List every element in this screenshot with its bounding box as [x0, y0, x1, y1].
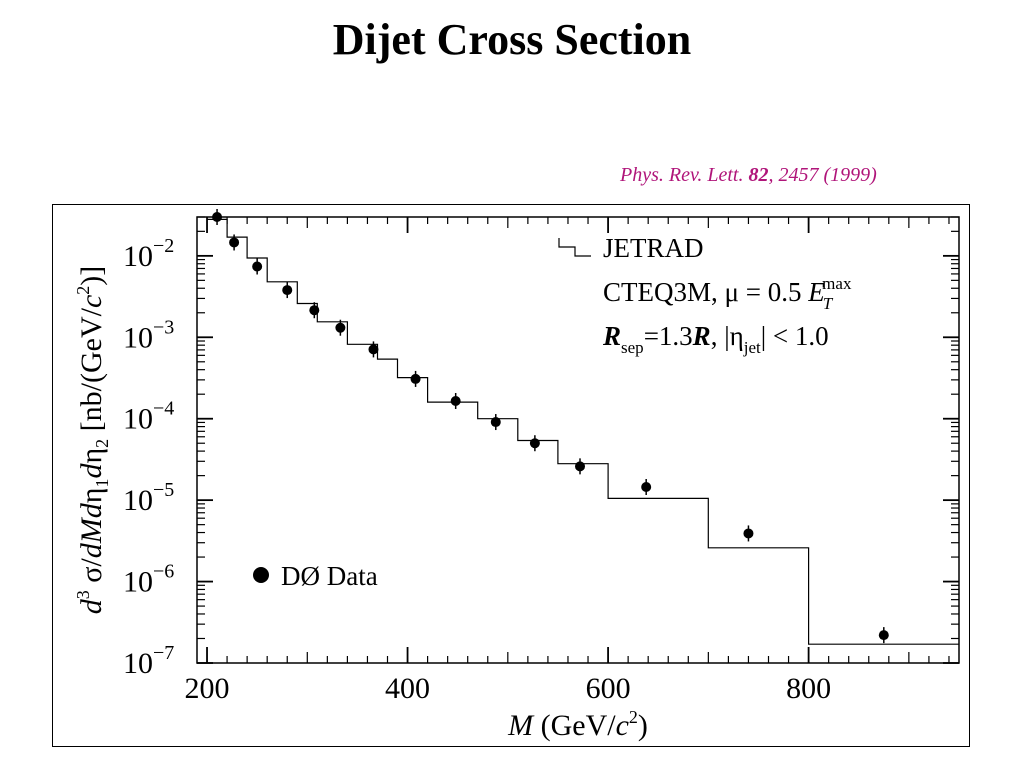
data-point — [335, 322, 346, 333]
data-point — [309, 305, 320, 316]
data-point — [368, 344, 379, 355]
data-point — [450, 396, 461, 407]
x-tick-label: 200 — [185, 672, 230, 705]
data-point — [282, 285, 293, 296]
data-point — [410, 373, 421, 384]
y-tick-label: 10−3 — [123, 316, 174, 354]
legend-jetrad-marker — [558, 238, 591, 257]
x-tick-label: 400 — [385, 672, 430, 705]
y-tick-label: 10−6 — [123, 561, 174, 599]
x-tick-label: 800 — [786, 672, 831, 705]
rsep-annotation: Rsep=1.3R, |ηjet| < 1.0 — [602, 321, 829, 357]
x-axis-label: M (GeV/c2) — [507, 707, 648, 742]
y-tick-label: 10−5 — [123, 479, 174, 517]
x-axis-tick-labels: 200 400 600 800 — [185, 672, 832, 705]
citation-pages-year: , 2457 (1999) — [768, 164, 877, 186]
x-tick-label: 600 — [586, 672, 631, 705]
data-point — [229, 237, 240, 248]
legend-jetrad-label: JETRAD — [603, 233, 704, 263]
dijet-cross-section-chart: 10−2 10−3 10−4 10−5 10−6 10−7 200 400 600 800 JE… — [73, 209, 960, 742]
data-point — [575, 461, 586, 472]
y-tick-label: 10−2 — [123, 235, 174, 273]
data-point — [490, 417, 501, 428]
data-point — [641, 482, 652, 493]
chart-frame: 10−2 10−3 10−4 10−5 10−6 10−7 200 400 600 800 JE… — [52, 204, 970, 747]
legend-data-marker — [253, 567, 269, 583]
pdf-annotation: CTEQ3M, μ = 0.5 ETmax — [603, 274, 852, 313]
data-point — [212, 212, 223, 222]
citation-journal: Phys. Rev. Lett. — [620, 164, 744, 186]
data-point — [743, 528, 754, 539]
y-tick-label: 10−7 — [123, 642, 174, 680]
y-axis-ticks — [197, 216, 959, 664]
legend-data-label: DØ Data — [281, 561, 378, 591]
slide-title: Dijet Cross Section — [332, 15, 692, 64]
data-points — [212, 209, 889, 644]
y-tick-label: 10−4 — [123, 398, 174, 436]
citation-volume: 82 — [748, 164, 769, 186]
x-axis-ticks — [206, 217, 950, 663]
jetrad-histogram — [207, 218, 959, 645]
y-axis-label: d3 σ/dMdη1dη2 [nb/(GeV/c2)] — [73, 266, 112, 615]
y-axis-tick-labels: 10−2 10−3 10−4 10−5 10−6 10−7 — [123, 235, 174, 680]
data-point — [529, 438, 540, 449]
data-point — [252, 261, 263, 272]
plot-area — [196, 216, 960, 664]
citation[interactable]: Phys. Rev. Lett. 82, 2457 (1999) — [620, 164, 950, 187]
data-point — [878, 630, 889, 641]
